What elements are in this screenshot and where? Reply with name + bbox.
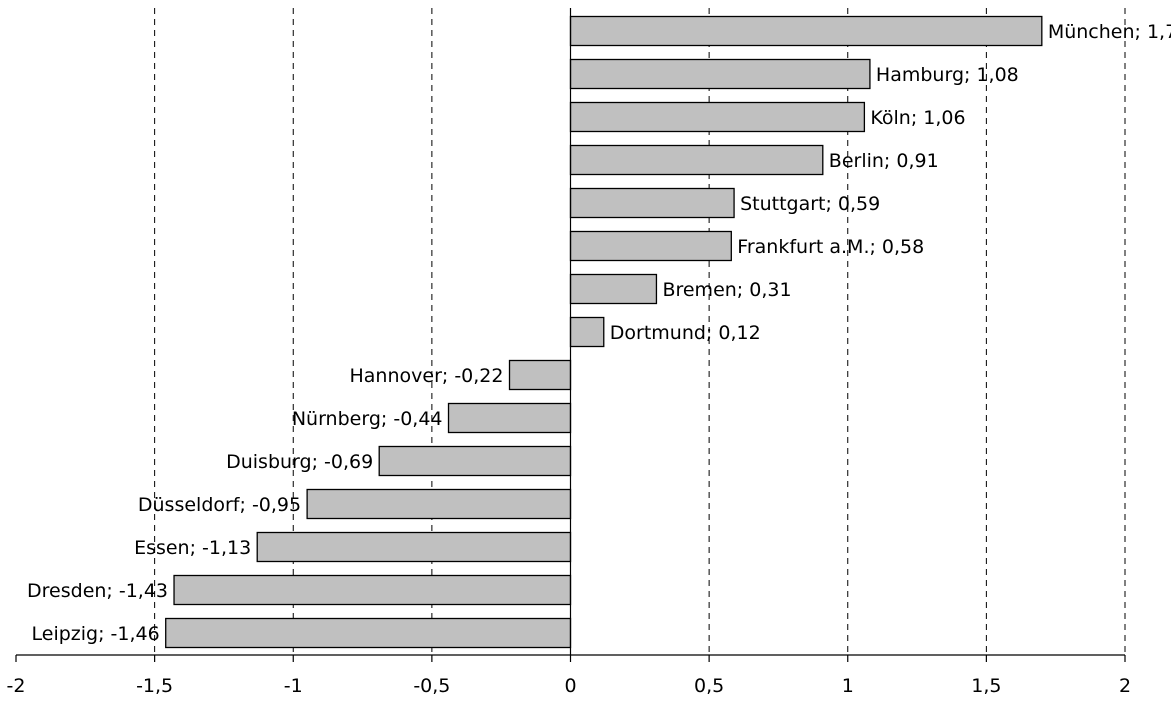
data-label: Dortmund; 0,12 (610, 322, 761, 344)
bar-leipzig (165, 617, 572, 649)
bar-dresden (173, 574, 572, 606)
bar-duisburg (378, 445, 572, 477)
data-label: Essen; -1,13 (134, 537, 251, 559)
data-label: Nürnberg; -0,44 (292, 408, 443, 430)
bar-düsseldorf (306, 488, 572, 520)
x-tick-label: -1,5 (136, 675, 173, 697)
label-layer: München; 1,70 Hamburg; 1,08 Köln; 1,06 Berl… (27, 21, 1171, 645)
bar-dortmund (569, 316, 605, 348)
bar-layer (165, 15, 1043, 649)
bar-berlin (569, 144, 824, 176)
data-label: Dresden; -1,43 (27, 580, 168, 602)
x-tick-label: 1 (842, 675, 854, 697)
data-label: Düsseldorf; -0,95 (138, 494, 301, 516)
data-label: Stuttgart; 0,59 (740, 193, 880, 215)
x-axis: -2 -1,5 -1 -0,5 0 0,5 1 1,5 2 (7, 8, 1131, 697)
bar-essen (256, 531, 572, 563)
data-label: Duisburg; -0,69 (226, 451, 373, 473)
x-tick-label: 2 (1119, 675, 1131, 697)
data-label: München; 1,70 (1048, 21, 1171, 43)
bar-münchen (569, 15, 1043, 47)
bar-köln (569, 101, 866, 133)
bar-bremen (569, 273, 658, 305)
bar-hannover (508, 359, 572, 391)
data-label: Bremen; 0,31 (662, 279, 791, 301)
data-label: Berlin; 0,91 (829, 150, 939, 172)
x-tick-label: -1 (284, 675, 303, 697)
data-label: Köln; 1,06 (870, 107, 965, 129)
x-tick-label: -2 (7, 675, 26, 697)
data-label: Leipzig; -1,46 (32, 623, 160, 645)
data-label: Frankfurt a.M.; 0,58 (737, 236, 924, 258)
bar-frankfurt-a-m- (569, 230, 732, 262)
data-label: Hamburg; 1,08 (876, 64, 1019, 86)
bar-hamburg (569, 58, 871, 90)
x-tick-label: -0,5 (413, 675, 450, 697)
bar-nürnberg (447, 402, 572, 434)
x-tick-label: 0,5 (694, 675, 724, 697)
bar-stuttgart (569, 187, 735, 219)
x-tick-label: 1,5 (971, 675, 1001, 697)
data-label: Hannover; -0,22 (350, 365, 504, 387)
x-tick-label: 0 (564, 675, 576, 697)
